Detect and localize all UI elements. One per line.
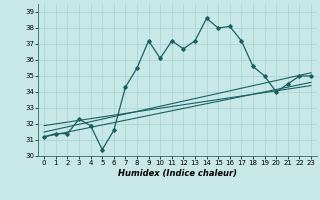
X-axis label: Humidex (Indice chaleur): Humidex (Indice chaleur) bbox=[118, 169, 237, 178]
